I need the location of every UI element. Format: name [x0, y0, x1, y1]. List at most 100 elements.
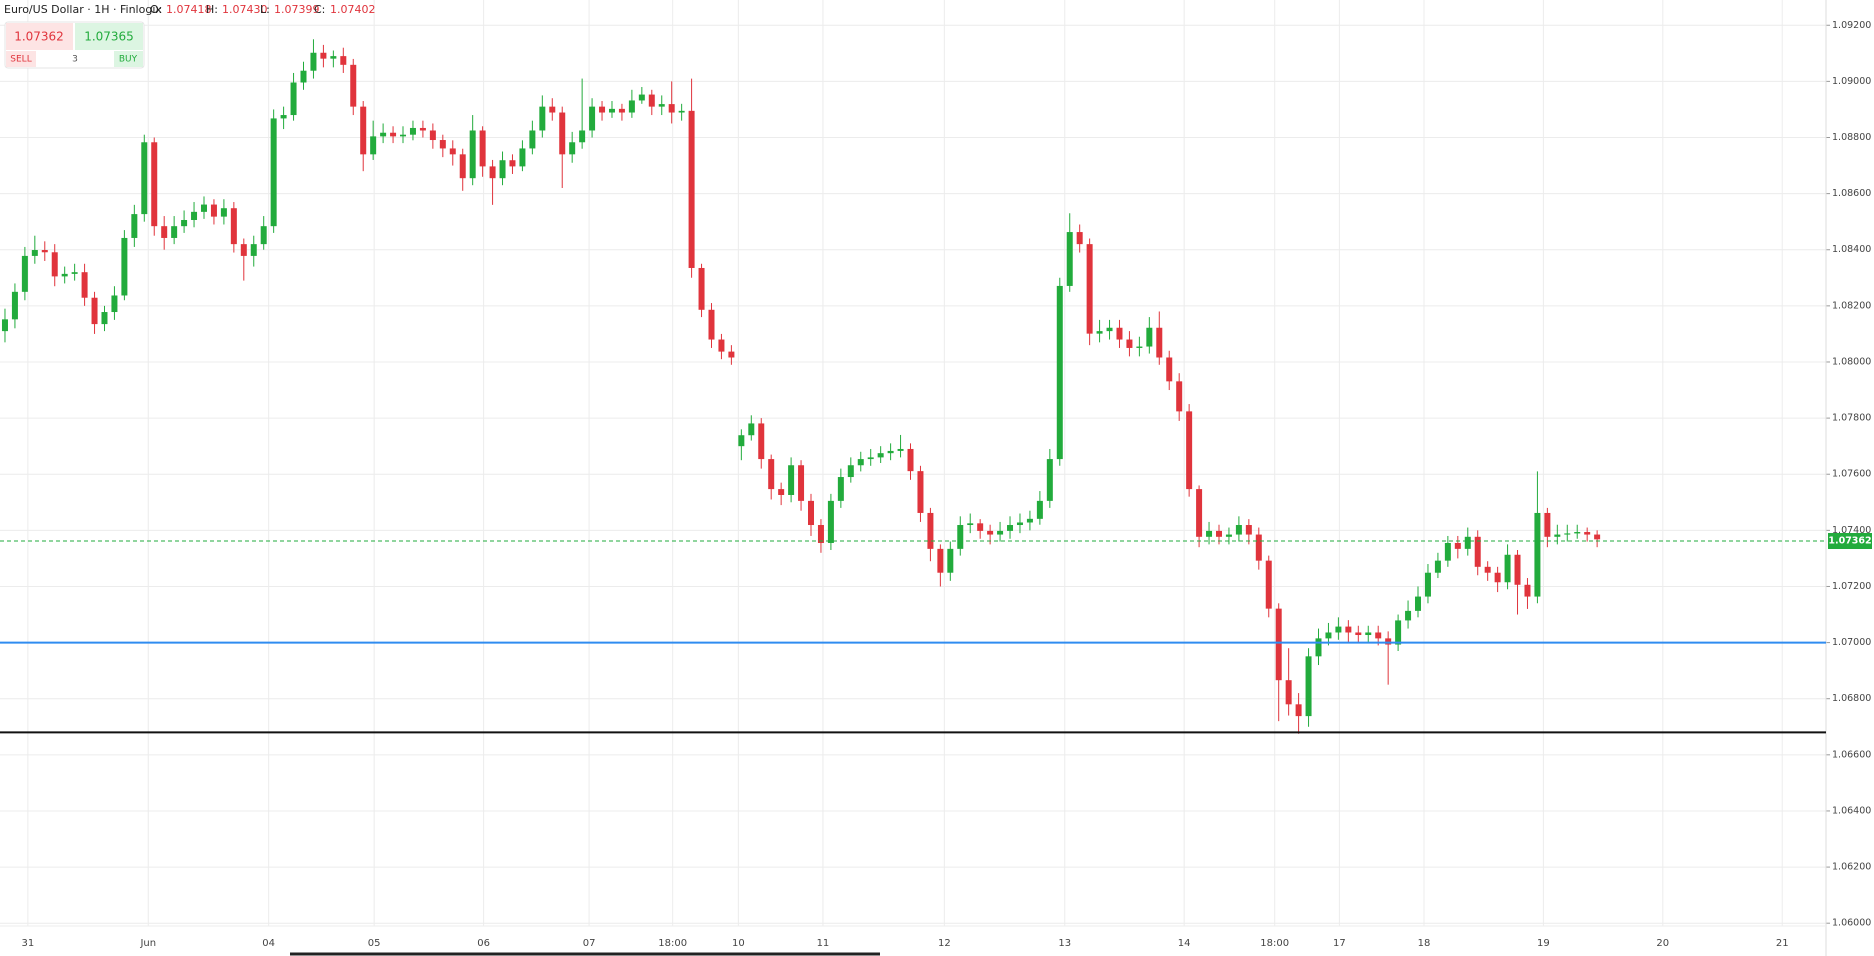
candle-body [1046, 459, 1053, 501]
candle-body [71, 272, 78, 274]
candle-body [698, 267, 705, 310]
candle-body [887, 450, 894, 454]
candle-body [1345, 626, 1352, 633]
candle-body [1395, 620, 1402, 645]
candle-body [449, 148, 456, 155]
sell-tab[interactable] [6, 51, 36, 67]
candle-body [210, 204, 217, 217]
y-tick-label: 1.06400 [1832, 805, 1871, 816]
x-tick-label: 05 [368, 938, 381, 949]
candle-body [1424, 572, 1431, 597]
candle-body [1335, 626, 1342, 633]
candle-body [1066, 232, 1073, 286]
y-tick-label: 1.08800 [1832, 132, 1871, 143]
buy-tab[interactable] [114, 51, 143, 67]
candle-body [1275, 608, 1282, 681]
x-tick-label: 04 [262, 938, 275, 949]
candle-body [400, 134, 407, 137]
x-tick-label: 18:00 [1260, 938, 1289, 949]
candle-body [1166, 357, 1173, 382]
candle-body [569, 142, 576, 155]
candle-body [947, 548, 954, 573]
ohlc-value: 1.07418 [166, 3, 212, 16]
candle-body [479, 130, 486, 167]
candle-body [1375, 632, 1382, 639]
candle-body [608, 108, 615, 113]
candle-body [957, 525, 964, 549]
candle-body [847, 465, 854, 478]
candle-body [200, 204, 207, 212]
sell-button[interactable] [6, 23, 73, 50]
candle-body [748, 423, 755, 436]
buy-price[interactable]: 1.07365 [84, 30, 134, 44]
sell-label[interactable]: SELL [10, 55, 31, 65]
candle-body [1504, 554, 1511, 583]
candle-body [589, 106, 596, 131]
candle-body [230, 208, 237, 245]
candle-body [191, 211, 198, 220]
buy-button[interactable] [75, 23, 143, 50]
candle-body [927, 512, 934, 549]
y-tick-label: 1.07800 [1832, 413, 1871, 424]
x-tick-label: 17 [1333, 938, 1346, 949]
candle-body [618, 108, 625, 113]
quantity[interactable]: 3 [72, 55, 78, 65]
candle-body [290, 82, 297, 116]
candle-body [967, 523, 974, 526]
overlay: Euro/US Dollar · 1H · Finlogix O: 1.0741… [4, 3, 1872, 550]
candle-body [1007, 525, 1014, 531]
candle-body [1434, 560, 1441, 573]
candle-body [1196, 489, 1203, 537]
ohlc-value: 1.07430 [222, 3, 268, 16]
candle-body [250, 244, 257, 256]
candle-body [1206, 530, 1213, 537]
sell-price[interactable]: 1.07362 [14, 30, 64, 44]
candle-body [817, 525, 824, 543]
candle-body [668, 104, 675, 113]
ohlc-label: H: [206, 3, 218, 16]
x-tick-label: 19 [1537, 938, 1550, 949]
candle-body [1305, 656, 1312, 717]
candle-body [738, 435, 745, 447]
candle-body [1494, 572, 1501, 583]
candle-body [260, 226, 267, 245]
candle-body [1484, 566, 1491, 573]
candle-body [240, 244, 247, 256]
candle-body [1464, 536, 1471, 549]
candle-body [1086, 244, 1093, 334]
ohlc-label: O: [150, 3, 162, 16]
candle-body [111, 295, 118, 313]
candle-body [519, 148, 526, 167]
y-tick-label: 1.07600 [1832, 469, 1871, 480]
candle-body [1534, 512, 1541, 597]
y-tick-label: 1.06600 [1832, 749, 1871, 760]
candle-body [181, 219, 188, 227]
x-tick-label: 13 [1058, 938, 1071, 949]
candle-body [628, 100, 635, 113]
candle-body [489, 166, 496, 179]
candle-body [1016, 522, 1023, 526]
y-tick-label: 1.08000 [1832, 356, 1871, 367]
buy-label[interactable]: BUY [119, 55, 138, 65]
ohlc-value: 1.07399 [274, 3, 320, 16]
candle-body [101, 312, 108, 325]
candle-body [688, 110, 695, 268]
candle-body [997, 530, 1004, 535]
candle-body [599, 106, 606, 113]
candle-body [559, 112, 566, 155]
candle-body [1076, 232, 1083, 245]
candle-body [1554, 534, 1561, 537]
candle-body [1295, 704, 1302, 717]
candle-body [638, 94, 645, 101]
x-tick-label: 11 [817, 938, 830, 949]
candle-body [81, 272, 88, 298]
candle-body [1285, 680, 1292, 705]
candle-body [1, 319, 8, 332]
candle-body [837, 477, 844, 501]
candle-body [539, 106, 546, 131]
candle-body [141, 142, 148, 215]
candle-body [768, 459, 775, 490]
candle-body [1564, 533, 1571, 535]
y-tick-label: 1.07400 [1832, 525, 1871, 536]
